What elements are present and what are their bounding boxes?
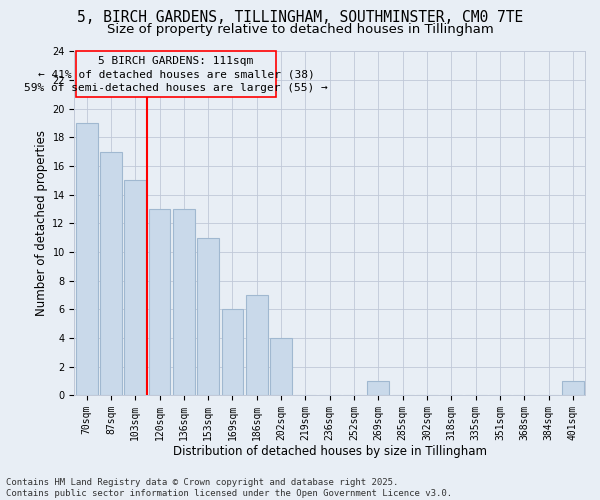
Bar xyxy=(100,152,122,396)
Text: 5, BIRCH GARDENS, TILLINGHAM, SOUTHMINSTER, CM0 7TE: 5, BIRCH GARDENS, TILLINGHAM, SOUTHMINST… xyxy=(77,10,523,25)
Bar xyxy=(246,295,268,396)
Bar xyxy=(76,123,98,396)
Text: Size of property relative to detached houses in Tillingham: Size of property relative to detached ho… xyxy=(107,22,493,36)
Bar xyxy=(197,238,219,396)
Text: 5 BIRCH GARDENS: 111sqm
← 41% of detached houses are smaller (38)
59% of semi-de: 5 BIRCH GARDENS: 111sqm ← 41% of detache… xyxy=(24,56,328,92)
Bar xyxy=(221,310,244,396)
Bar xyxy=(124,180,146,396)
Bar xyxy=(562,381,584,396)
Text: Contains HM Land Registry data © Crown copyright and database right 2025.
Contai: Contains HM Land Registry data © Crown c… xyxy=(6,478,452,498)
X-axis label: Distribution of detached houses by size in Tillingham: Distribution of detached houses by size … xyxy=(173,444,487,458)
Bar xyxy=(270,338,292,396)
Y-axis label: Number of detached properties: Number of detached properties xyxy=(35,130,48,316)
Bar xyxy=(173,209,195,396)
FancyBboxPatch shape xyxy=(76,52,276,98)
Bar xyxy=(149,209,170,396)
Bar xyxy=(367,381,389,396)
